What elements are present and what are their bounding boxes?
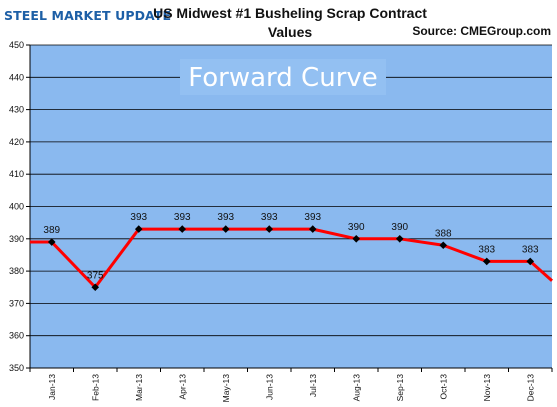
title-line-1: US Midwest #1 Busheling Scrap Contract V…	[153, 5, 427, 40]
x-tick-label: Sep-13	[395, 374, 405, 402]
data-label: 389	[43, 225, 60, 236]
data-label: 393	[130, 212, 147, 223]
data-label: 383	[478, 244, 495, 255]
x-tick-label: Jul-13	[308, 374, 318, 397]
logo: STEEL MARKET UPDATE	[4, 8, 171, 23]
x-tick-label: Jan-13	[47, 374, 57, 400]
logo-text: STEEL MARKET UPDATE	[4, 8, 172, 23]
data-point	[265, 225, 274, 233]
x-tick-label: Dec-13	[525, 374, 535, 402]
y-tick-label: 400	[9, 202, 24, 212]
data-point	[308, 225, 317, 233]
x-tick-label: Feb-13	[90, 374, 100, 401]
data-label: 393	[261, 212, 278, 223]
x-tick-label: Jun-13	[264, 374, 274, 400]
y-tick-label: 390	[9, 234, 24, 244]
data-point	[134, 225, 143, 233]
data-point	[352, 235, 361, 243]
data-label: 393	[174, 212, 191, 223]
data-label: 393	[217, 212, 234, 223]
data-point	[395, 235, 404, 243]
y-tick-label: 380	[9, 266, 24, 276]
data-point	[47, 238, 56, 246]
y-tick-label: 370	[9, 298, 24, 308]
data-point	[482, 257, 491, 266]
data-point	[91, 283, 100, 292]
y-tick-label: 360	[9, 331, 24, 341]
data-point	[178, 225, 187, 233]
x-tick-label: Nov-13	[482, 374, 492, 402]
data-label: 388	[435, 228, 452, 239]
y-tick-label: 410	[9, 169, 24, 179]
x-tick-label: Oct-13	[438, 374, 448, 400]
y-tick-label: 440	[9, 72, 24, 82]
x-tick-label: Mar-13	[134, 374, 144, 401]
data-label: 390	[348, 222, 365, 233]
x-tick-label: May-13	[221, 374, 231, 403]
source-label: Source: CMEGroup.com	[412, 24, 551, 38]
data-point	[439, 241, 448, 250]
data-label: 390	[391, 222, 408, 233]
x-tick-label: Apr-13	[177, 374, 187, 400]
y-tick-label: 450	[9, 40, 24, 50]
series-line	[30, 227, 553, 289]
annotation-box	[180, 59, 386, 95]
y-tick-label: 430	[9, 105, 24, 115]
data-label: 383	[522, 244, 539, 255]
data-point	[526, 257, 535, 266]
y-tick-label: 350	[9, 363, 24, 373]
x-tick-label: Aug-13	[351, 374, 361, 402]
y-tick-label: 420	[9, 137, 24, 147]
data-label: 375	[87, 270, 104, 281]
annotation-text: Forward Curve	[188, 63, 378, 93]
data-point	[221, 225, 230, 233]
data-label: 393	[304, 212, 321, 223]
